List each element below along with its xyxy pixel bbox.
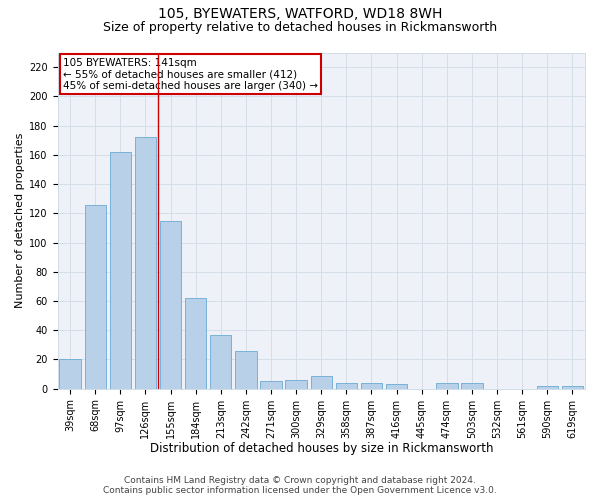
Bar bbox=[59, 360, 81, 388]
Bar bbox=[160, 220, 181, 388]
X-axis label: Distribution of detached houses by size in Rickmansworth: Distribution of detached houses by size … bbox=[149, 442, 493, 455]
Bar bbox=[85, 204, 106, 388]
Y-axis label: Number of detached properties: Number of detached properties bbox=[15, 133, 25, 308]
Bar bbox=[235, 350, 257, 389]
Bar bbox=[361, 383, 382, 388]
Bar bbox=[311, 376, 332, 388]
Text: 105, BYEWATERS, WATFORD, WD18 8WH: 105, BYEWATERS, WATFORD, WD18 8WH bbox=[158, 8, 442, 22]
Bar bbox=[461, 383, 482, 388]
Bar bbox=[210, 334, 232, 388]
Bar bbox=[536, 386, 558, 388]
Bar bbox=[386, 384, 407, 388]
Text: Contains HM Land Registry data © Crown copyright and database right 2024.
Contai: Contains HM Land Registry data © Crown c… bbox=[103, 476, 497, 495]
Bar bbox=[135, 138, 156, 388]
Text: 105 BYEWATERS: 141sqm
← 55% of detached houses are smaller (412)
45% of semi-det: 105 BYEWATERS: 141sqm ← 55% of detached … bbox=[63, 58, 318, 90]
Bar bbox=[286, 380, 307, 388]
Bar bbox=[562, 386, 583, 388]
Bar bbox=[185, 298, 206, 388]
Bar bbox=[110, 152, 131, 388]
Bar bbox=[336, 383, 357, 388]
Bar bbox=[260, 382, 281, 388]
Text: Size of property relative to detached houses in Rickmansworth: Size of property relative to detached ho… bbox=[103, 21, 497, 34]
Bar bbox=[436, 383, 458, 388]
